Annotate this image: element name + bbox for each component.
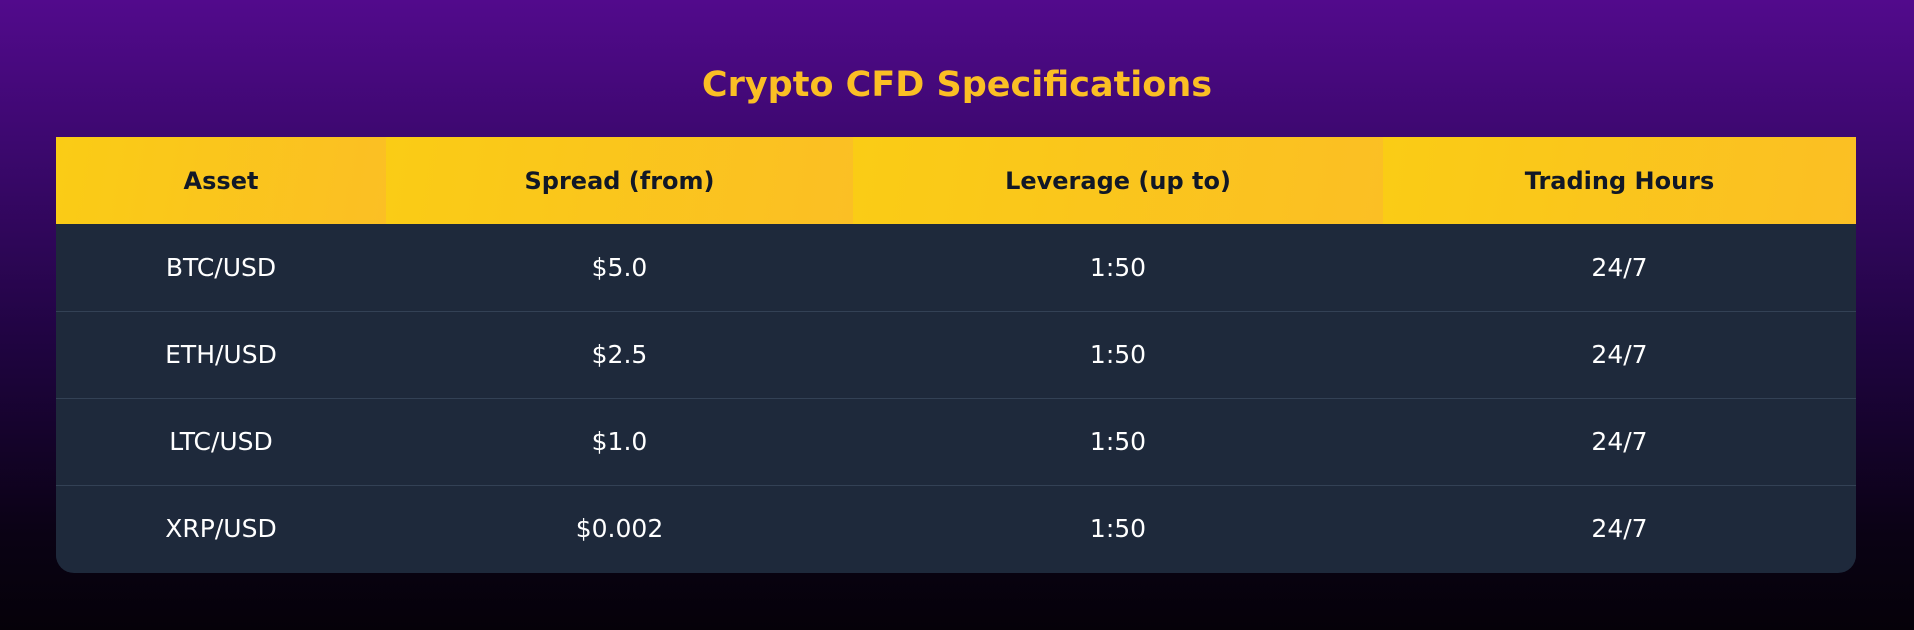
table-row: XRP/USD $0.002 1:50 24/7 xyxy=(56,484,1856,572)
specifications-table: Asset Spread (from) Leverage (up to) Tra… xyxy=(56,137,1856,572)
page-title: Crypto CFD Specifications xyxy=(701,65,1213,105)
table-row: LTC/USD $1.0 1:50 24/7 xyxy=(56,397,1856,485)
cell-spread: $1.0 xyxy=(386,397,853,485)
cell-trading-hours: 24/7 xyxy=(1383,224,1856,311)
cell-asset: LTC/USD xyxy=(56,397,386,485)
cell-spread: $5.0 xyxy=(386,224,853,311)
column-header-leverage: Leverage (up to) xyxy=(853,137,1383,224)
cell-trading-hours: 24/7 xyxy=(1383,397,1856,485)
cell-trading-hours: 24/7 xyxy=(1383,310,1856,398)
cell-spread: $2.5 xyxy=(386,310,853,398)
cell-spread: $0.002 xyxy=(386,484,853,572)
cell-leverage: 1:50 xyxy=(853,484,1383,572)
cell-asset: ETH/USD xyxy=(56,310,386,398)
cell-asset: BTC/USD xyxy=(56,224,386,311)
column-header-trading-hours: Trading Hours xyxy=(1383,137,1856,224)
table-row: ETH/USD $2.5 1:50 24/7 xyxy=(56,310,1856,398)
column-header-spread: Spread (from) xyxy=(386,137,853,224)
cell-leverage: 1:50 xyxy=(853,310,1383,398)
cell-leverage: 1:50 xyxy=(853,224,1383,311)
specifications-table-container: Asset Spread (from) Leverage (up to) Tra… xyxy=(56,137,1856,573)
cell-asset: XRP/USD xyxy=(56,484,386,572)
cell-trading-hours: 24/7 xyxy=(1383,484,1856,572)
column-header-asset: Asset xyxy=(56,137,386,224)
cell-leverage: 1:50 xyxy=(853,397,1383,485)
table-row: BTC/USD $5.0 1:50 24/7 xyxy=(56,224,1856,311)
table-header-row: Asset Spread (from) Leverage (up to) Tra… xyxy=(56,137,1856,224)
